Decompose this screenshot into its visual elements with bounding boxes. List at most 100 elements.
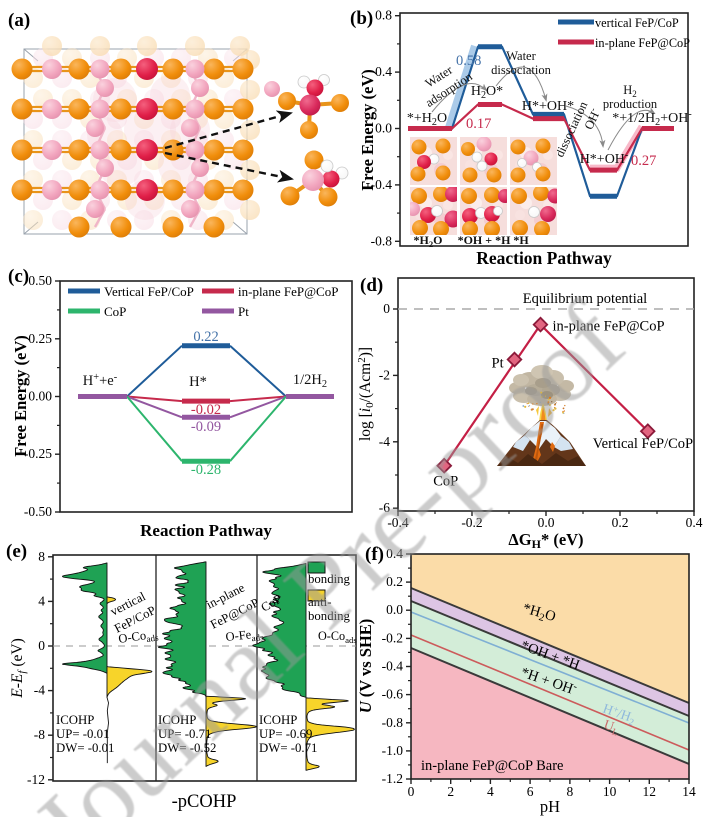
svg-text:in-plane FeP@CoP: in-plane FeP@CoP [595, 36, 690, 50]
svg-text:6: 6 [527, 784, 534, 799]
svg-text:E-Ef (eV): E-Ef (eV) [9, 638, 28, 698]
svg-text:2: 2 [447, 784, 454, 799]
svg-text:10: 10 [603, 784, 617, 799]
svg-text:vertical FeP/CoP: vertical FeP/CoP [595, 16, 679, 30]
svg-text:-0.4: -0.4 [382, 659, 404, 674]
svg-text:0.4: 0.4 [386, 546, 403, 561]
svg-text:0.25: 0.25 [28, 331, 52, 346]
svg-text:(d): (d) [360, 275, 383, 296]
svg-text:-8: -8 [34, 727, 45, 742]
svg-text:0: 0 [38, 638, 45, 653]
svg-text:Pt: Pt [492, 356, 504, 372]
svg-text:-0.50: -0.50 [24, 504, 52, 519]
svg-text:(b): (b) [350, 8, 373, 29]
svg-text:Vertical FeP/CoP: Vertical FeP/CoP [104, 284, 194, 299]
svg-text:0.0: 0.0 [386, 602, 403, 617]
svg-text:OH-: OH- [580, 106, 603, 132]
svg-text:H2O*: H2O* [471, 84, 503, 101]
svg-text:0.50: 0.50 [28, 273, 52, 288]
svg-text:Free Energy (eV): Free Energy (eV) [358, 69, 377, 191]
svg-text:0.4: 0.4 [375, 64, 392, 79]
svg-text:bonding: bonding [308, 572, 351, 586]
svg-text:*+H2O: *+H2O [407, 111, 447, 128]
svg-text:0.2: 0.2 [386, 574, 403, 589]
svg-text:-0.02: -0.02 [191, 402, 221, 418]
svg-text:-0.6: -0.6 [382, 687, 404, 702]
svg-text:-1.2: -1.2 [382, 771, 403, 786]
svg-text:0: 0 [383, 301, 390, 316]
svg-text:dissociation: dissociation [491, 63, 551, 77]
svg-text:ICOHP: ICOHP [56, 713, 94, 727]
svg-text:-2: -2 [379, 367, 390, 382]
svg-text:in-plane FeP@CoP: in-plane FeP@CoP [553, 319, 665, 335]
svg-text:-0.8: -0.8 [382, 715, 404, 730]
svg-text:H++e-: H++e- [83, 372, 118, 389]
svg-text:1/2H2: 1/2H2 [293, 372, 327, 390]
svg-text:Vertical FeP/CoP: Vertical FeP/CoP [593, 436, 693, 452]
svg-text:ICOHP: ICOHP [158, 713, 196, 727]
svg-text:DW= -0.01: DW= -0.01 [56, 741, 114, 755]
svg-text:-0.8: -0.8 [371, 233, 393, 248]
svg-text:Water: Water [506, 49, 536, 63]
svg-text:14: 14 [682, 784, 696, 799]
svg-text:-0.09: -0.09 [191, 419, 221, 435]
svg-text:0.0: 0.0 [375, 121, 392, 136]
svg-text:-0.2: -0.2 [382, 630, 403, 645]
svg-text:ICOHP: ICOHP [259, 713, 297, 727]
svg-text:Pt: Pt [238, 304, 249, 319]
svg-text:*H2O: *H2O [520, 600, 557, 627]
svg-text:in-plane FeP@CoP Bare: in-plane FeP@CoP Bare [421, 758, 564, 774]
svg-text:-1.0: -1.0 [382, 743, 404, 758]
svg-text:0.8: 0.8 [375, 8, 392, 23]
svg-text:U (V vs SHE): U (V vs SHE) [356, 619, 375, 714]
svg-text:4: 4 [487, 784, 494, 799]
svg-text:0.22: 0.22 [193, 329, 218, 345]
svg-text:log [i0/(Acm2)]: log [i0/(Acm2)] [356, 347, 376, 441]
svg-text:-12: -12 [27, 772, 45, 787]
svg-text:(a): (a) [8, 10, 30, 31]
svg-text:(f): (f) [365, 544, 384, 565]
svg-text:anti-: anti- [308, 595, 331, 609]
svg-text:-4: -4 [379, 434, 390, 449]
svg-text:0.2: 0.2 [612, 515, 629, 530]
svg-text:0.0: 0.0 [538, 515, 555, 530]
svg-text:production: production [603, 97, 658, 111]
svg-text:-0.4: -0.4 [371, 177, 393, 192]
svg-text:H*+OH*: H*+OH* [522, 99, 574, 114]
svg-text:UP= -0.01: UP= -0.01 [56, 727, 109, 741]
svg-text:Free Energy (eV): Free Energy (eV) [11, 335, 30, 457]
svg-text:-0.25: -0.25 [24, 446, 52, 461]
svg-text:-0.28: -0.28 [191, 462, 221, 478]
svg-text:(e): (e) [6, 541, 27, 562]
svg-text:-0.2: -0.2 [461, 515, 482, 530]
svg-text:0.27: 0.27 [631, 153, 656, 169]
svg-text:0.17: 0.17 [466, 116, 491, 132]
svg-text:UP= -0.71: UP= -0.71 [158, 727, 211, 741]
svg-text:8: 8 [567, 784, 574, 799]
svg-text:H*: H* [189, 374, 207, 390]
svg-text:0.4: 0.4 [686, 515, 703, 530]
svg-text:pH: pH [540, 797, 560, 816]
svg-text:Reaction Pathway: Reaction Pathway [140, 521, 272, 540]
svg-text:4: 4 [38, 593, 45, 608]
svg-text:UP= -0.69: UP= -0.69 [259, 727, 312, 741]
svg-text:-pCOHP: -pCOHP [172, 792, 237, 812]
svg-text:H*+OH-: H*+OH- [580, 150, 629, 167]
svg-text:*H2O: *H2O [414, 233, 443, 249]
svg-text:*+1/2H2+OH-: *+1/2H2+OH- [612, 109, 691, 128]
svg-text:*OH + *H: *OH + *H [458, 233, 512, 247]
svg-text:8: 8 [38, 549, 45, 564]
svg-text:0.58: 0.58 [456, 53, 481, 69]
svg-text:bonding: bonding [308, 609, 351, 623]
svg-text:ΔGH* (eV): ΔGH* (eV) [508, 530, 583, 551]
svg-text:Equilibrium potential: Equilibrium potential [523, 291, 647, 307]
svg-text:CoP: CoP [433, 474, 458, 490]
svg-text:(c): (c) [8, 266, 29, 287]
svg-text:12: 12 [643, 784, 657, 799]
svg-text:0: 0 [408, 784, 415, 799]
svg-text:-6: -6 [379, 500, 390, 515]
svg-text:DW= -0.71: DW= -0.71 [259, 741, 317, 755]
svg-text:H2: H2 [623, 83, 637, 99]
svg-text:DW= -0.52: DW= -0.52 [158, 741, 216, 755]
svg-text:0.00: 0.00 [28, 389, 52, 404]
